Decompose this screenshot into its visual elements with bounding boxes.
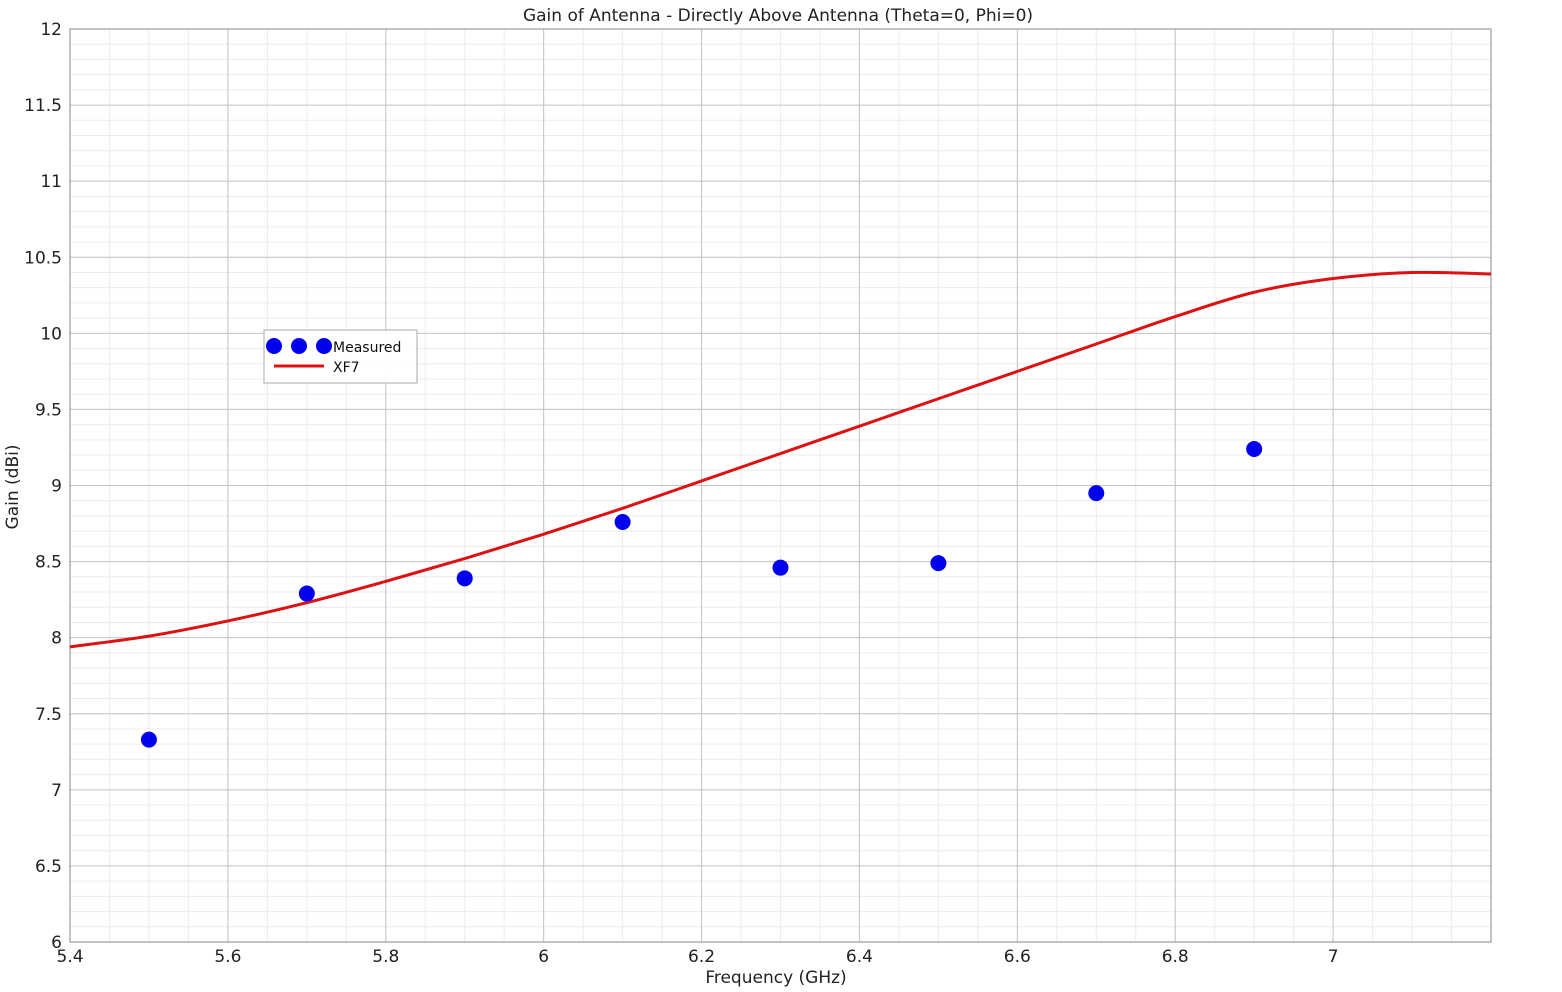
x-tick-label: 6.6	[1004, 947, 1031, 967]
x-tick-label: 5.4	[56, 947, 83, 967]
measured-point	[456, 570, 473, 587]
measured-point	[140, 731, 157, 748]
y-tick-label: 10.5	[24, 248, 62, 268]
y-tick-label: 8.5	[35, 553, 62, 573]
y-tick-label: 9.5	[35, 400, 62, 420]
x-tick-label: 5.8	[372, 947, 399, 967]
x-tick-label: 7	[1328, 947, 1339, 967]
x-tick-label: 5.6	[214, 947, 241, 967]
legend-xf7-label: XF7	[333, 360, 360, 376]
x-axis-label: Frequency (GHz)	[705, 968, 846, 988]
x-tick-label: 6.4	[846, 947, 873, 967]
y-tick-label: 9	[51, 477, 62, 497]
legend: Measured XF7	[263, 329, 418, 384]
measured-point	[1088, 485, 1105, 502]
legend-box	[263, 329, 418, 384]
y-tick-label: 7	[51, 781, 62, 801]
measured-point	[772, 559, 789, 576]
y-tick-label: 11.5	[24, 96, 62, 116]
measured-point	[930, 555, 947, 572]
legend-measured-marker	[266, 338, 282, 354]
chart-title: Gain of Antenna - Directly Above Antenna…	[523, 6, 1033, 26]
y-tick-label: 8	[51, 629, 62, 649]
y-tick-label: 10	[40, 324, 62, 344]
y-tick-label: 12	[40, 20, 62, 40]
x-tick-label: 6	[538, 947, 549, 967]
x-tick-label: 6.8	[1162, 947, 1189, 967]
legend-measured-marker	[291, 338, 307, 354]
measured-point	[298, 585, 315, 602]
y-tick-label: 11	[40, 172, 62, 192]
legend-measured-label: Measured	[333, 340, 401, 356]
y-tick-label: 7.5	[35, 705, 62, 725]
tick-labels: 5.4 5.6 5.8 6 6.2 6.4 6.6 6.8 7 6 6.5 7 7.5 8 8.5 9 9.5 1…	[24, 20, 1338, 967]
series-xf7-line	[69, 270, 1492, 649]
y-tick-label: 6	[51, 933, 62, 953]
series-layer	[69, 270, 1492, 748]
plot-area-frame	[69, 28, 1492, 943]
measured-point	[1246, 440, 1263, 457]
measured-point	[614, 514, 631, 531]
y-axis-label: Gain (dBi)	[3, 445, 23, 530]
legend-measured-marker	[316, 338, 332, 354]
x-tick-label: 6.2	[688, 947, 715, 967]
y-tick-label: 6.5	[35, 857, 62, 877]
